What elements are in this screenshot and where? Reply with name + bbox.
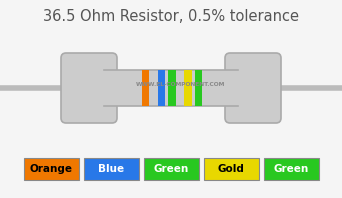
FancyBboxPatch shape (61, 53, 117, 123)
Text: Orange: Orange (29, 164, 73, 174)
Bar (203, 158, 259, 180)
Bar (24, 158, 79, 180)
Bar (168, 70, 176, 106)
Bar (83, 158, 139, 180)
Text: Green: Green (153, 164, 189, 174)
Bar (104, 70, 238, 106)
Text: Blue: Blue (98, 164, 124, 174)
Text: 36.5 Ohm Resistor, 0.5% tolerance: 36.5 Ohm Resistor, 0.5% tolerance (43, 9, 299, 24)
Bar (263, 158, 318, 180)
Text: Green: Green (273, 164, 308, 174)
Bar (184, 70, 192, 106)
Text: WWW.EL-COMPONENT.COM: WWW.EL-COMPONENT.COM (136, 82, 226, 87)
Text: Gold: Gold (218, 164, 245, 174)
Bar (158, 70, 165, 106)
Bar (195, 70, 202, 106)
FancyBboxPatch shape (225, 53, 281, 123)
Bar (144, 158, 198, 180)
Bar (142, 70, 149, 106)
